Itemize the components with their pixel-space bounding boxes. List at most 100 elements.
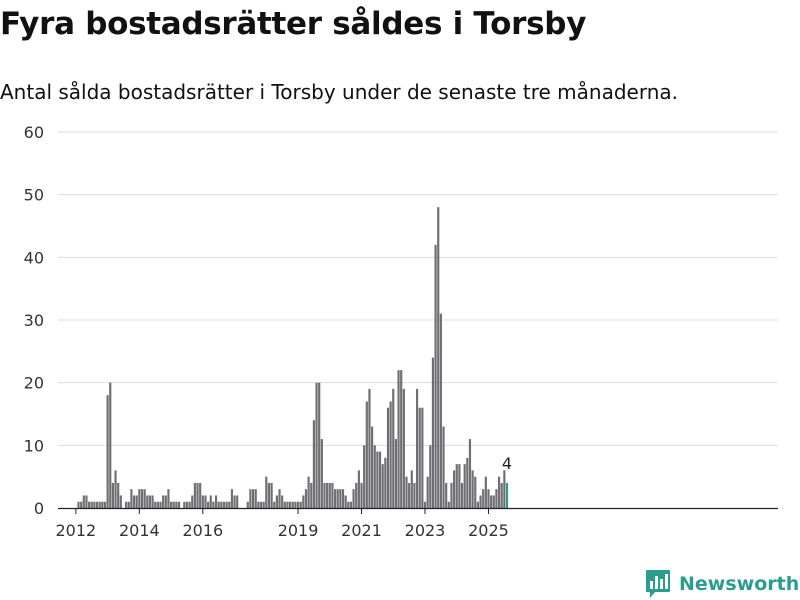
bar	[373, 445, 376, 508]
bar	[402, 388, 405, 508]
bar	[151, 495, 154, 508]
bar	[463, 464, 466, 508]
bar	[476, 501, 479, 508]
bar	[159, 501, 162, 508]
bar	[352, 489, 355, 508]
bar	[188, 501, 191, 508]
bar	[405, 476, 408, 508]
bar	[291, 501, 294, 508]
bar	[177, 501, 181, 508]
bar	[283, 501, 286, 508]
y-tick-label: 10	[24, 436, 44, 455]
bar	[127, 501, 130, 508]
bar	[368, 388, 371, 508]
bar	[479, 495, 482, 508]
bar	[246, 501, 249, 508]
bar	[442, 426, 445, 508]
bar	[460, 482, 464, 508]
bar	[384, 457, 387, 508]
bar	[296, 501, 300, 508]
bar	[183, 501, 186, 508]
bar	[349, 501, 353, 508]
x-tick-label: 2023	[405, 521, 446, 540]
bar-highlight	[505, 482, 509, 508]
bar	[196, 482, 199, 508]
bar	[392, 388, 395, 508]
bar	[455, 464, 458, 508]
bar	[328, 482, 331, 508]
bar	[302, 495, 305, 508]
bar	[140, 489, 144, 508]
bar	[170, 501, 173, 508]
x-tick-label: 2014	[119, 521, 160, 540]
bar	[114, 470, 117, 508]
bar	[310, 482, 313, 508]
page-subtitle: Antal sålda bostadsrätter i Torsby under…	[0, 80, 679, 104]
bar	[199, 482, 202, 508]
bar	[376, 451, 379, 508]
bar	[323, 482, 326, 508]
bar	[426, 476, 429, 508]
x-tick-label: 2019	[278, 521, 319, 540]
bar	[278, 489, 281, 508]
bar	[415, 388, 419, 508]
bar	[458, 464, 461, 508]
bar	[423, 501, 427, 508]
bar	[484, 476, 487, 508]
bar	[164, 495, 167, 508]
bar	[355, 482, 358, 508]
bar	[119, 495, 122, 508]
bar	[111, 482, 114, 508]
bar	[103, 501, 107, 508]
bar	[492, 495, 495, 508]
y-tick-label: 30	[24, 311, 44, 330]
bar	[418, 407, 421, 508]
bar	[363, 445, 366, 508]
bar	[77, 501, 80, 508]
bar	[175, 501, 178, 508]
bar	[217, 501, 220, 508]
bar	[156, 501, 159, 508]
bar	[434, 244, 437, 509]
bar	[331, 482, 334, 508]
bar	[408, 482, 411, 508]
x-tick-label: 2012	[56, 521, 97, 540]
bar	[251, 489, 255, 508]
bar	[267, 482, 271, 508]
bar	[286, 501, 289, 508]
bar	[429, 445, 432, 508]
bar	[360, 482, 363, 508]
bar	[497, 476, 501, 508]
bar	[148, 495, 152, 508]
bar	[254, 489, 257, 508]
bar	[146, 495, 149, 508]
bar	[371, 426, 374, 508]
bar	[98, 501, 101, 508]
bar	[154, 501, 157, 508]
bar	[482, 489, 485, 508]
bar	[333, 489, 337, 508]
bar	[447, 501, 450, 508]
bar	[222, 501, 226, 508]
bar	[394, 439, 397, 508]
bar	[101, 501, 104, 508]
bar	[95, 501, 99, 508]
bar	[125, 501, 128, 508]
bar	[259, 501, 263, 508]
bar	[93, 501, 96, 508]
y-tick-label: 0	[34, 499, 44, 518]
bar	[381, 464, 384, 508]
bar	[117, 482, 120, 508]
bar	[503, 470, 506, 508]
bar	[212, 501, 215, 508]
bar	[453, 470, 456, 508]
bar	[347, 501, 350, 508]
y-tick-label: 40	[24, 248, 44, 267]
bar	[431, 357, 435, 508]
bar	[233, 495, 236, 508]
bar	[143, 489, 146, 508]
bar	[220, 501, 223, 508]
bar	[410, 470, 413, 508]
bar	[275, 495, 278, 508]
